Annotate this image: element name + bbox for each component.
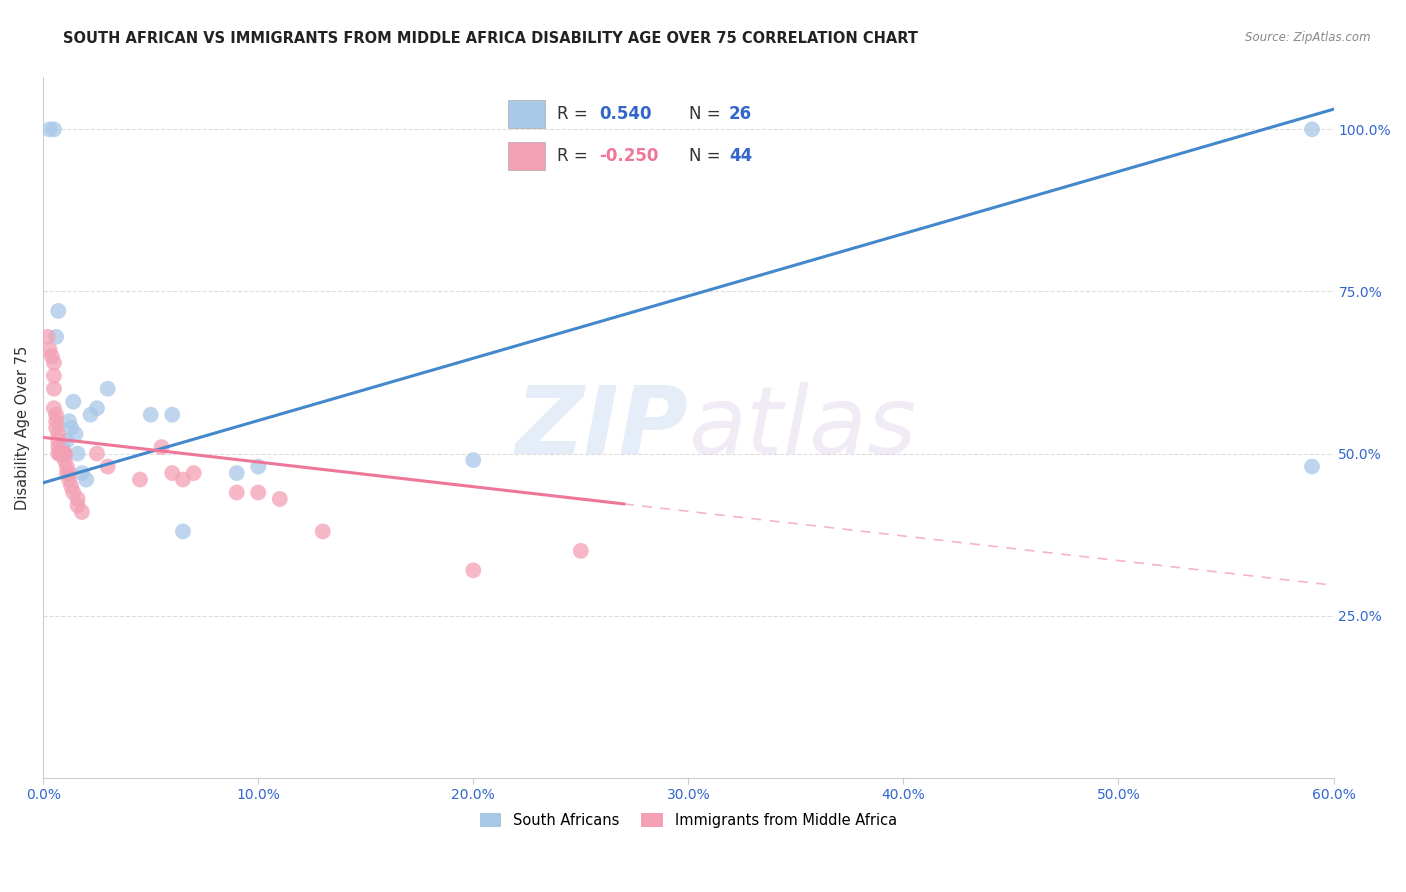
Point bbox=[66, 491, 89, 506]
Point bbox=[97, 382, 120, 396]
Point bbox=[49, 447, 72, 461]
Point bbox=[463, 453, 485, 467]
Point bbox=[60, 479, 83, 493]
Point bbox=[46, 427, 69, 442]
Point bbox=[42, 382, 65, 396]
Point bbox=[53, 447, 76, 461]
Point bbox=[247, 459, 270, 474]
Point bbox=[45, 420, 67, 434]
Point bbox=[58, 473, 80, 487]
Point bbox=[70, 466, 93, 480]
Point bbox=[45, 330, 67, 344]
Point bbox=[42, 401, 65, 416]
Point bbox=[183, 466, 205, 480]
Point bbox=[42, 368, 65, 383]
Point bbox=[150, 440, 173, 454]
Point bbox=[463, 563, 485, 577]
Point bbox=[160, 466, 183, 480]
Point bbox=[53, 447, 76, 461]
Text: SOUTH AFRICAN VS IMMIGRANTS FROM MIDDLE AFRICA DISABILITY AGE OVER 75 CORRELATIO: SOUTH AFRICAN VS IMMIGRANTS FROM MIDDLE … bbox=[63, 31, 918, 46]
Point bbox=[70, 505, 93, 519]
Point bbox=[46, 434, 69, 448]
Legend: South Africans, Immigrants from Middle Africa: South Africans, Immigrants from Middle A… bbox=[474, 807, 903, 834]
Point bbox=[46, 440, 69, 454]
Point bbox=[66, 447, 89, 461]
Text: atlas: atlas bbox=[689, 382, 917, 473]
Point bbox=[172, 473, 194, 487]
Point bbox=[45, 414, 67, 428]
Point bbox=[38, 343, 60, 357]
Point bbox=[86, 401, 108, 416]
Point bbox=[58, 466, 80, 480]
Text: Source: ZipAtlas.com: Source: ZipAtlas.com bbox=[1246, 31, 1371, 45]
Point bbox=[42, 356, 65, 370]
Point bbox=[45, 408, 67, 422]
Point bbox=[53, 447, 76, 461]
Point bbox=[46, 304, 69, 318]
Point bbox=[65, 427, 87, 442]
Point bbox=[172, 524, 194, 539]
Point bbox=[160, 408, 183, 422]
Point bbox=[312, 524, 335, 539]
Point bbox=[62, 485, 84, 500]
Point bbox=[60, 420, 83, 434]
Point bbox=[51, 447, 73, 461]
Point bbox=[51, 440, 73, 454]
Point bbox=[569, 544, 592, 558]
Point bbox=[75, 473, 97, 487]
Point bbox=[1301, 459, 1323, 474]
Point bbox=[53, 453, 76, 467]
Y-axis label: Disability Age Over 75: Disability Age Over 75 bbox=[15, 345, 30, 510]
Point bbox=[139, 408, 162, 422]
Point bbox=[58, 414, 80, 428]
Text: ZIP: ZIP bbox=[516, 382, 689, 474]
Point bbox=[46, 447, 69, 461]
Point bbox=[1301, 122, 1323, 136]
Point bbox=[225, 466, 247, 480]
Point bbox=[51, 447, 73, 461]
Point bbox=[42, 122, 65, 136]
Point bbox=[62, 394, 84, 409]
Point bbox=[225, 485, 247, 500]
Point bbox=[86, 447, 108, 461]
Point bbox=[56, 459, 79, 474]
Point bbox=[37, 330, 59, 344]
Point bbox=[41, 349, 63, 363]
Point bbox=[97, 459, 120, 474]
Point bbox=[56, 434, 79, 448]
Point bbox=[247, 485, 270, 500]
Point bbox=[66, 499, 89, 513]
Point bbox=[49, 447, 72, 461]
Point bbox=[49, 447, 72, 461]
Point bbox=[269, 491, 291, 506]
Point bbox=[38, 122, 60, 136]
Point bbox=[79, 408, 101, 422]
Point bbox=[56, 466, 79, 480]
Point bbox=[49, 447, 72, 461]
Point bbox=[129, 473, 152, 487]
